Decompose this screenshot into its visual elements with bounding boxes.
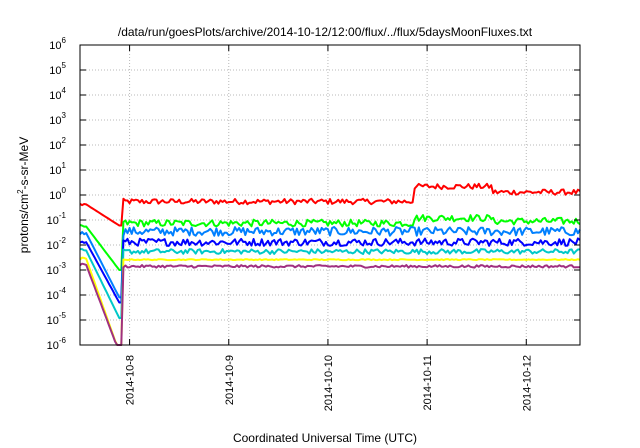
y-tick-label: 10-2 xyxy=(47,236,67,252)
y-tick-label: 10-3 xyxy=(47,261,67,277)
series-line-2 xyxy=(79,214,581,271)
y-tick-label: 100 xyxy=(49,186,66,202)
y-tick-label: 10-1 xyxy=(47,211,67,227)
y-axis-label: protons/cm2-s-sr-MeV xyxy=(16,137,31,253)
x-tick-label: 2014-10-9 xyxy=(224,355,236,405)
series-line-5 xyxy=(80,248,581,319)
y-tick-label: 10-5 xyxy=(47,311,67,327)
y-axis-label-exponent: 2 xyxy=(16,189,25,194)
y-tick-label: 104 xyxy=(49,86,66,102)
series-line-4 xyxy=(79,237,581,304)
y-axis-label-rest: -s-sr-MeV xyxy=(17,137,31,190)
x-axis-label: Coordinated Universal Time (UTC) xyxy=(233,431,417,445)
y-tick-label: 101 xyxy=(49,161,66,177)
x-tick-label: 2014-10-10 xyxy=(323,355,335,411)
x-tick-label: 2014-10-11 xyxy=(422,355,434,410)
series-line-3 xyxy=(79,226,581,299)
y-tick-label: 103 xyxy=(49,111,66,127)
y-tick-label: 10-6 xyxy=(47,336,67,352)
y-tick-label: 106 xyxy=(49,36,66,52)
series-group xyxy=(79,182,581,346)
x-tick-label: 2014-10-12 xyxy=(521,355,533,411)
y-axis: 10-6 10-5 10-4 10-3 10-2 10-1 100 101 102 103 104 1… xyxy=(47,36,580,352)
y-tick-label: 10-4 xyxy=(47,286,67,302)
y-tick-label: 105 xyxy=(49,61,66,77)
series-line-1 xyxy=(79,182,581,227)
y-axis-label-unit: protons/cm xyxy=(17,194,31,253)
chart-title: /data/run/goesPlots/archive/2014-10-12/1… xyxy=(118,25,533,39)
x-axis: 2014-10-8 2014-10-9 2014-10-10 2014-10-11 20… xyxy=(125,45,533,411)
series-line-7 xyxy=(79,262,581,346)
grid xyxy=(80,45,580,345)
x-tick-label: 2014-10-8 xyxy=(125,355,137,405)
series-line-6 xyxy=(79,256,581,346)
y-tick-label: 102 xyxy=(49,136,66,152)
